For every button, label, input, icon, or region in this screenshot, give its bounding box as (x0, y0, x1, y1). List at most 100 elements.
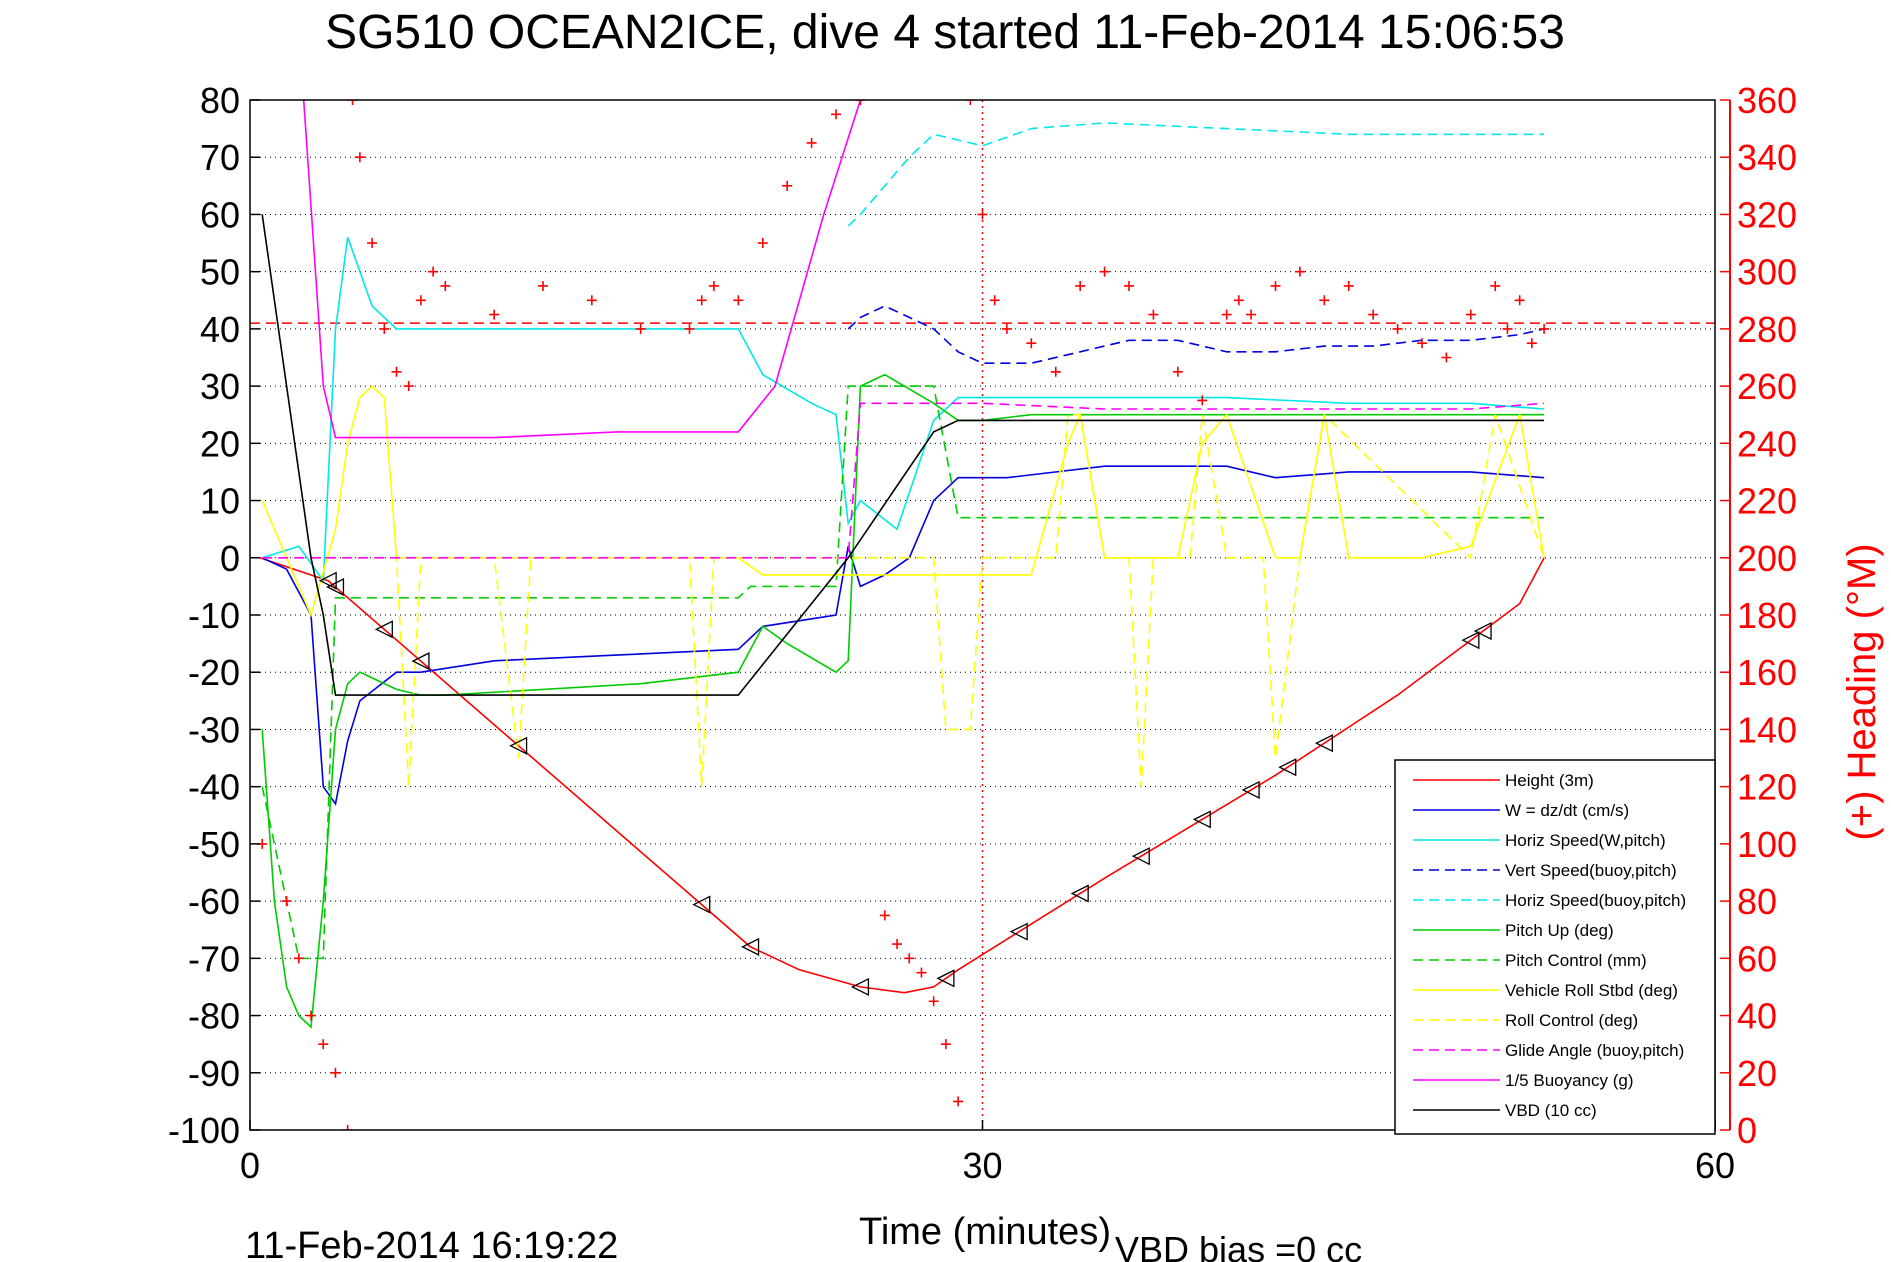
depth-marker (509, 736, 528, 755)
heading-marker (1343, 280, 1354, 291)
left-tick-label: -30 (188, 709, 240, 750)
right-tick-label: 40 (1737, 996, 1777, 1037)
left-tick-label: -20 (188, 652, 240, 693)
x-axis: 0 30 60 (240, 1120, 1735, 1186)
left-tick-label: -90 (188, 1053, 240, 1094)
heading-marker (940, 1039, 951, 1050)
right-tick-label: 20 (1737, 1053, 1777, 1094)
heading-marker (1050, 366, 1061, 377)
legend-label: Horiz Speed(buoy,pitch) (1505, 891, 1686, 910)
left-tick-label: -50 (188, 824, 240, 865)
heading-marker (904, 953, 915, 964)
heading-marker (293, 953, 304, 964)
right-tick-label: 140 (1737, 709, 1797, 750)
heading-marker (1502, 323, 1513, 334)
heading-marker (403, 381, 414, 392)
right-tick-label: 340 (1737, 137, 1797, 178)
right-axis-label: (+) Heading (°M) (1840, 543, 1884, 840)
heading-marker (806, 137, 817, 148)
depth-marker (741, 937, 760, 956)
depth-marker (850, 977, 870, 996)
heading-marker (1026, 338, 1037, 349)
left-tick-label: 60 (200, 194, 240, 235)
heading-marker (1441, 352, 1452, 363)
right-tick-label: 60 (1737, 938, 1777, 979)
right-tick-label: 260 (1737, 366, 1797, 407)
heading-marker (1172, 366, 1183, 377)
heading-marker (318, 1039, 329, 1050)
series-line (261, 237, 1545, 584)
heading-marker (1148, 309, 1159, 320)
vbd-bias-label: VBD bias =0 cc (1115, 1229, 1362, 1262)
legend-label: Glide Angle (buoy,pitch) (1505, 1041, 1684, 1060)
series-group (250, 100, 1715, 1130)
legend-label: W = dz/dt (cm/s) (1505, 801, 1629, 820)
left-tick-label: 30 (200, 366, 240, 407)
heading-marker (1417, 338, 1427, 349)
heading-marker (1319, 295, 1330, 306)
left-axis: 80 70 60 50 40 30 20 10 0 -10 -20 -30 -40 -50 -60 -70 -8… (168, 80, 260, 1151)
legend-label: Horiz Speed(W,pitch) (1505, 831, 1666, 850)
heading-marker (306, 1010, 317, 1021)
left-tick-label: 40 (200, 309, 240, 350)
legend: Height (3m) W = dz/dt (cm/s) Horiz Speed(W… (1394, 759, 1716, 1135)
heading-marker (330, 1067, 341, 1078)
footer-timestamp: 11-Feb-2014 16:19:22 (245, 1225, 618, 1262)
heading-marker (538, 280, 548, 291)
heading-marker (916, 967, 927, 978)
heading-marker (855, 100, 866, 105)
legend-label: Height (3m) (1505, 771, 1594, 790)
heading-marker (1526, 338, 1537, 349)
depth-marker (1473, 621, 1492, 641)
heading-marker (1001, 323, 1012, 334)
left-tick-label: 20 (200, 423, 240, 464)
depth-marker (1278, 758, 1297, 777)
series-line (261, 465, 1545, 806)
heading-marker (342, 1125, 353, 1130)
legend-label: Roll Control (deg) (1505, 1011, 1638, 1030)
heading-marker (757, 238, 768, 249)
heading-marker (1270, 280, 1281, 291)
right-tick-label: 180 (1737, 595, 1797, 636)
heading-marker (635, 323, 646, 334)
series-line (262, 413, 1545, 787)
left-tick-label: -100 (168, 1110, 240, 1151)
heading-marker (989, 295, 1000, 306)
heading-marker (1294, 266, 1305, 277)
heading-marker (928, 996, 939, 1007)
heading-marker (1197, 395, 1208, 406)
depth-marker (326, 577, 345, 597)
heading-marker (347, 100, 358, 105)
heading-marker (879, 910, 890, 921)
heading-marker (354, 152, 365, 163)
x-tick-label: 30 (962, 1145, 1002, 1186)
legend-box (1394, 759, 1716, 1135)
right-tick-label: 240 (1737, 423, 1797, 464)
heading-marker (586, 295, 597, 306)
depth-marker (1192, 810, 1211, 829)
depth-markers (318, 571, 1492, 996)
plot-area (250, 100, 1715, 1130)
heading-marker (782, 180, 793, 191)
legend-label: Pitch Up (deg) (1505, 921, 1614, 940)
legend-label: 1/5 Buoyancy (g) (1505, 1071, 1634, 1090)
chart-title: SG510 OCEAN2ICE, dive 4 started 11-Feb-2… (325, 6, 1565, 59)
right-tick-label: 100 (1737, 824, 1797, 865)
right-tick-label: 360 (1737, 80, 1797, 121)
left-tick-label: -60 (188, 881, 240, 922)
left-tick-label: -70 (188, 938, 240, 979)
heading-marker (708, 280, 719, 291)
right-tick-label: 220 (1737, 481, 1797, 522)
right-tick-label: 120 (1737, 767, 1797, 808)
heading-marker (965, 100, 976, 105)
right-tick-label: 160 (1737, 652, 1797, 693)
heading-marker (1514, 295, 1525, 306)
heading-marker (696, 295, 707, 306)
series-line (847, 122, 1545, 227)
heading-marker (831, 109, 841, 120)
depth-marker (1314, 734, 1333, 753)
legend-label: Vehicle Roll Stbd (deg) (1505, 981, 1678, 1000)
heading-marker (1539, 323, 1550, 334)
left-tick-label: -80 (188, 996, 240, 1037)
